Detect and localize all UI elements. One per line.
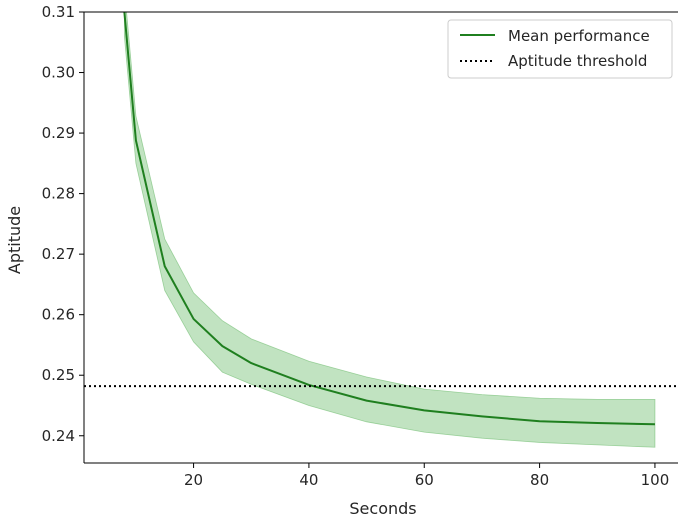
y-tick-label: 0.30	[42, 64, 75, 82]
y-tick-label: 0.27	[42, 245, 75, 263]
y-tick-label: 0.24	[42, 427, 75, 445]
x-tick-label: 60	[415, 471, 434, 489]
x-tick-label: 40	[299, 471, 318, 489]
x-tick-label: 20	[184, 471, 203, 489]
confidence-band	[123, 12, 656, 448]
x-tick-label: 80	[530, 471, 549, 489]
legend-label-aptitude-threshold: Aptitude threshold	[508, 52, 647, 70]
axes: 20 40 60 80 100 0.24 0.25 0.26 0.27 0.28 0.29 0.30 0…	[42, 3, 678, 489]
y-tick-label: 0.25	[42, 366, 75, 384]
legend-label-mean-performance: Mean performance	[508, 27, 650, 45]
y-tick-label: 0.29	[42, 124, 75, 142]
legend-frame	[447, 19, 673, 79]
y-tick-label: 0.28	[42, 185, 75, 203]
y-tick-label: 0.31	[42, 3, 75, 21]
mean-performance-line	[123, 12, 655, 426]
x-tick-label: 100	[641, 471, 670, 489]
plot-area	[84, 12, 678, 448]
plot-content	[84, 12, 678, 448]
y-axis-label: Aptitude	[5, 206, 24, 274]
y-tick-label: 0.26	[42, 306, 75, 324]
x-axis-label: Seconds	[349, 499, 416, 518]
legend: Mean performance Aptitude threshold	[447, 19, 673, 79]
